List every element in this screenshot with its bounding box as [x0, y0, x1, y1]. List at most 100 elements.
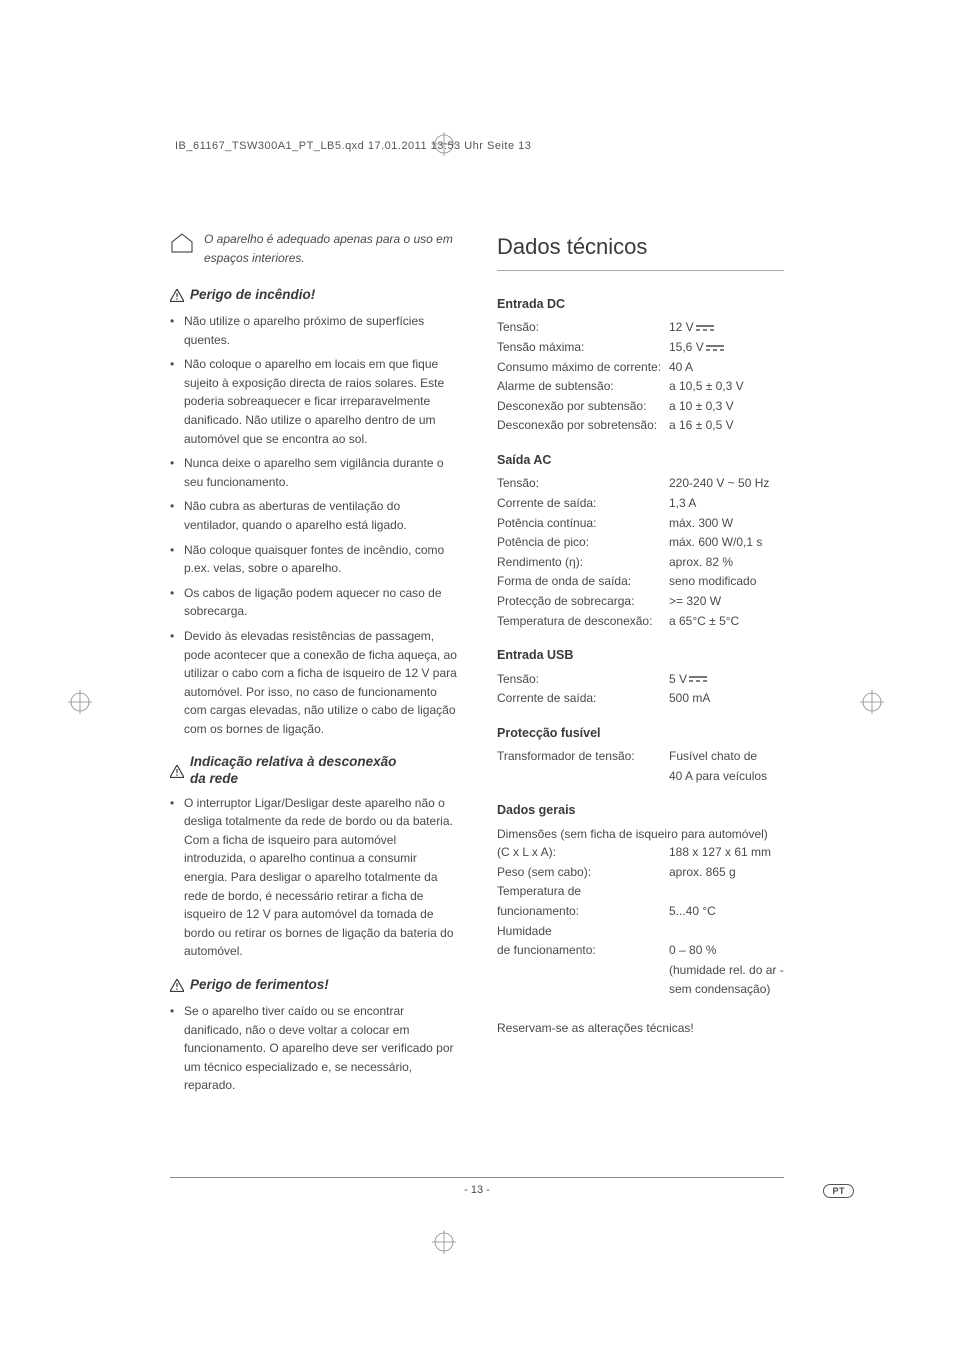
fire-warning-heading: Perigo de incêndio!	[170, 285, 457, 306]
spec-value: Fusível chato de	[669, 747, 784, 766]
spec-label: Desconexão por subtensão:	[497, 397, 669, 416]
spec-label: Potência de pico:	[497, 533, 669, 552]
spec-value: a 10,5 ± 0,3 V	[669, 377, 784, 396]
list-item: Se o aparelho tiver caído ou se encontra…	[170, 1002, 457, 1095]
spec-row: funcionamento:5...40 °C	[497, 902, 784, 921]
spec-row: Potência contínua:máx. 300 W	[497, 514, 784, 533]
spec-value: aprox. 82 %	[669, 553, 784, 572]
spec-value: 220-240 V ~ 50 Hz	[669, 474, 784, 493]
spec-label: Tensão:	[497, 670, 669, 689]
spec-label: Forma de onda de saída:	[497, 572, 669, 591]
spec-row: (C x L x A):188 x 127 x 61 mm	[497, 843, 784, 862]
spec-row: Tensão:5 V	[497, 670, 784, 689]
spec-label: Potência contínua:	[497, 514, 669, 533]
spec-value: máx. 600 W/0,1 s	[669, 533, 784, 552]
spec-row: Humidade	[497, 922, 784, 941]
spec-row: Rendimento (η):aprox. 82 %	[497, 553, 784, 572]
list-item: Não coloque o aparelho em locais em que …	[170, 355, 457, 448]
list-item: Os cabos de ligação podem aquecer no cas…	[170, 584, 457, 621]
spec-value: >= 320 W	[669, 592, 784, 611]
spec-group-head: Entrada USB	[497, 646, 784, 665]
spec-row: Tensão:220-240 V ~ 50 Hz	[497, 474, 784, 493]
disconnect-heading: Indicação relativa à desconexão da rede	[170, 753, 457, 788]
spec-label	[497, 980, 669, 999]
spec-value: a 10 ± 0,3 V	[669, 397, 784, 416]
spec-value: a 65°C ± 5°C	[669, 612, 784, 631]
print-header: IB_61167_TSW300A1_PT_LB5.qxd 17.01.2011 …	[175, 140, 531, 152]
indoor-note: O aparelho é adequado apenas para o uso …	[204, 230, 457, 267]
right-column: Dados técnicos Entrada DCTensão:12 VTens…	[497, 230, 784, 1200]
spec-group-head: Saída AC	[497, 451, 784, 470]
spec-group-head: Protecção fusível	[497, 724, 784, 743]
spec-label: Protecção de sobrecarga:	[497, 592, 669, 611]
fire-bullets: Não utilize o aparelho próximo de superf…	[170, 312, 457, 738]
injury-title-text: Perigo de ferimentos!	[190, 975, 329, 996]
spec-value: 40 A	[669, 358, 784, 377]
tech-footnote: Reservam-se as alterações técnicas!	[497, 1019, 784, 1038]
spec-value: 15,6 V	[669, 338, 784, 357]
spec-row: Peso (sem cabo):aprox. 865 g	[497, 863, 784, 882]
spec-group-head: Dados gerais	[497, 801, 784, 820]
spec-value: sem condensação)	[669, 980, 784, 999]
spec-label: Corrente de saída:	[497, 494, 669, 513]
language-badge: PT	[823, 1184, 854, 1198]
spec-row: de funcionamento:0 – 80 %	[497, 941, 784, 960]
spec-label: Temperatura de desconexão:	[497, 612, 669, 631]
warning-icon	[170, 765, 184, 778]
list-item: Nunca deixe o aparelho sem vigilância du…	[170, 454, 457, 491]
injury-bullets: Se o aparelho tiver caído ou se encontra…	[170, 1002, 457, 1095]
spec-row: Temperatura de	[497, 882, 784, 901]
tech-data-title: Dados técnicos	[497, 230, 784, 271]
page-content: O aparelho é adequado apenas para o uso …	[170, 230, 784, 1200]
spec-value: 12 V	[669, 318, 784, 337]
spec-value: 1,3 A	[669, 494, 784, 513]
spec-label: Desconexão por sobretensão:	[497, 416, 669, 435]
spec-value: máx. 300 W	[669, 514, 784, 533]
spec-row: Corrente de saída:1,3 A	[497, 494, 784, 513]
spec-label: Consumo máximo de corrente:	[497, 358, 669, 377]
spec-label: de funcionamento:	[497, 941, 669, 960]
spec-row: Corrente de saída:500 mA	[497, 689, 784, 708]
spec-label: Peso (sem cabo):	[497, 863, 669, 882]
spec-row: Transformador de tensão:Fusível chato de	[497, 747, 784, 766]
spec-label: Corrente de saída:	[497, 689, 669, 708]
spec-row: Tensão:12 V	[497, 318, 784, 337]
spec-label: Temperatura de	[497, 882, 669, 901]
spec-row: Alarme de subtensão:a 10,5 ± 0,3 V	[497, 377, 784, 396]
left-column: O aparelho é adequado apenas para o uso …	[170, 230, 457, 1200]
spec-row: 40 A para veículos	[497, 767, 784, 786]
spec-value: 40 A para veículos	[669, 767, 784, 786]
warning-icon	[170, 979, 184, 992]
spec-row: sem condensação)	[497, 980, 784, 999]
spec-label: Humidade	[497, 922, 669, 941]
spec-value: aprox. 865 g	[669, 863, 784, 882]
spec-label	[497, 961, 669, 980]
fire-title-text: Perigo de incêndio!	[190, 285, 315, 306]
spec-row: Forma de onda de saída:seno modificado	[497, 572, 784, 591]
spec-value: 188 x 127 x 61 mm	[669, 843, 784, 862]
list-item: O interruptor Ligar/Desligar deste apare…	[170, 794, 457, 961]
spec-label	[497, 767, 669, 786]
spec-row: Consumo máximo de corrente:40 A	[497, 358, 784, 377]
list-item: Não utilize o aparelho próximo de superf…	[170, 312, 457, 349]
spec-label: Rendimento (η):	[497, 553, 669, 572]
disc-title-l1: Indicação relativa à desconexão	[190, 754, 396, 769]
spec-row: Potência de pico:máx. 600 W/0,1 s	[497, 533, 784, 552]
spec-pre-line: Dimensões (sem ficha de isqueiro para au…	[497, 825, 784, 844]
spec-row: (humidade rel. do ar -	[497, 961, 784, 980]
spec-group-head: Entrada DC	[497, 295, 784, 314]
spec-row: Desconexão por subtensão:a 10 ± 0,3 V	[497, 397, 784, 416]
spec-label: Tensão:	[497, 318, 669, 337]
spec-value	[669, 922, 784, 941]
spec-label: funcionamento:	[497, 902, 669, 921]
crop-mark-left-icon	[68, 690, 92, 714]
list-item: Não coloque quaisquer fontes de incêndio…	[170, 541, 457, 578]
list-item: Devido às elevadas resistências de passa…	[170, 627, 457, 739]
indoor-use-icon	[170, 232, 194, 254]
spec-value: seno modificado	[669, 572, 784, 591]
spec-label: Tensão máxima:	[497, 338, 669, 357]
list-item: Não cubra as aberturas de ventilação do …	[170, 497, 457, 534]
spec-value: 5 V	[669, 670, 784, 689]
spec-value: (humidade rel. do ar -	[669, 961, 784, 980]
warning-icon	[170, 289, 184, 302]
